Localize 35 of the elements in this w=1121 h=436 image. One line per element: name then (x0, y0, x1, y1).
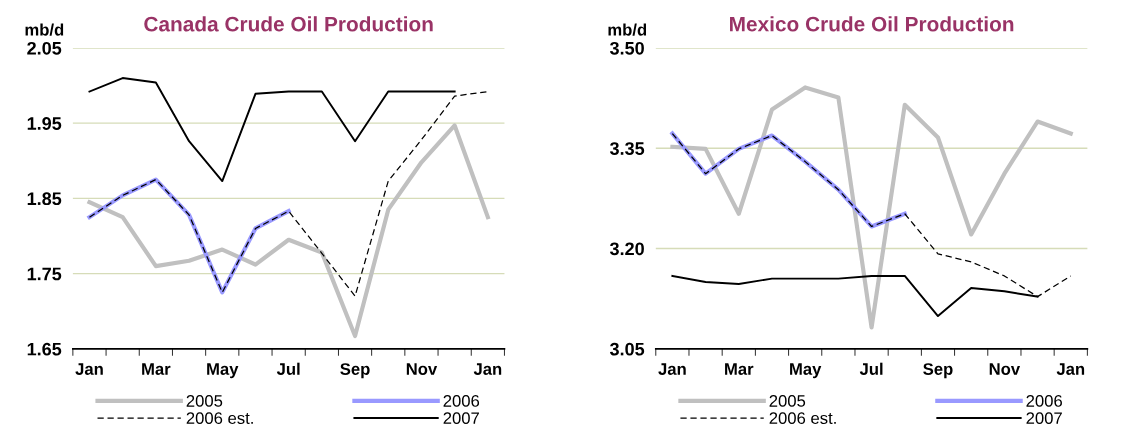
legend-label: 2005 (769, 395, 806, 407)
x-tick-label: May (790, 363, 822, 379)
legend-label: 2005 (186, 395, 223, 407)
x-tick-label: Nov (989, 363, 1021, 375)
legend-label: 2006 (443, 395, 480, 407)
legend-label: 2006 est. (186, 412, 253, 425)
legend-label: 2006 (1026, 395, 1062, 407)
x-tick-label: Sep (340, 363, 370, 379)
y-axis-title: mb/d (608, 23, 647, 36)
legend-label: 2006 est. (769, 412, 836, 425)
y-tick-label: 2.05 (27, 41, 62, 55)
x-tick-label: Jan (658, 363, 686, 375)
legend-label: 2007 (443, 412, 479, 425)
x-tick-label: Jan (75, 363, 103, 375)
y-tick-label: 1.75 (27, 267, 62, 281)
y-tick-label: 1.85 (27, 192, 62, 206)
y-tick-label: 3.50 (609, 41, 644, 55)
legend-label: 2007 (1026, 412, 1062, 425)
y-tick-label: 1.65 (27, 342, 62, 356)
chart-title: Canada Crude Oil Production (144, 16, 433, 32)
y-tick-label: 1.95 (27, 117, 62, 130)
chart-title: Mexico Crude Oil Production (730, 16, 1014, 32)
y-tick-label: 3.05 (609, 342, 645, 356)
x-tick-label: Sep (923, 363, 953, 379)
x-tick-label: Jan (473, 363, 502, 375)
x-tick-label: Jan (1056, 363, 1085, 375)
x-tick-label: Mar (142, 363, 171, 375)
x-tick-label: May (207, 363, 239, 379)
x-tick-label: Jul (859, 362, 883, 375)
y-axis-title: mb/d (25, 23, 64, 36)
x-tick-label: Jul (276, 362, 300, 375)
y-tick-label: 3.20 (609, 242, 644, 256)
x-tick-label: Mar (725, 363, 754, 375)
y-tick-label: 3.35 (609, 142, 645, 155)
x-tick-label: Nov (406, 363, 438, 375)
